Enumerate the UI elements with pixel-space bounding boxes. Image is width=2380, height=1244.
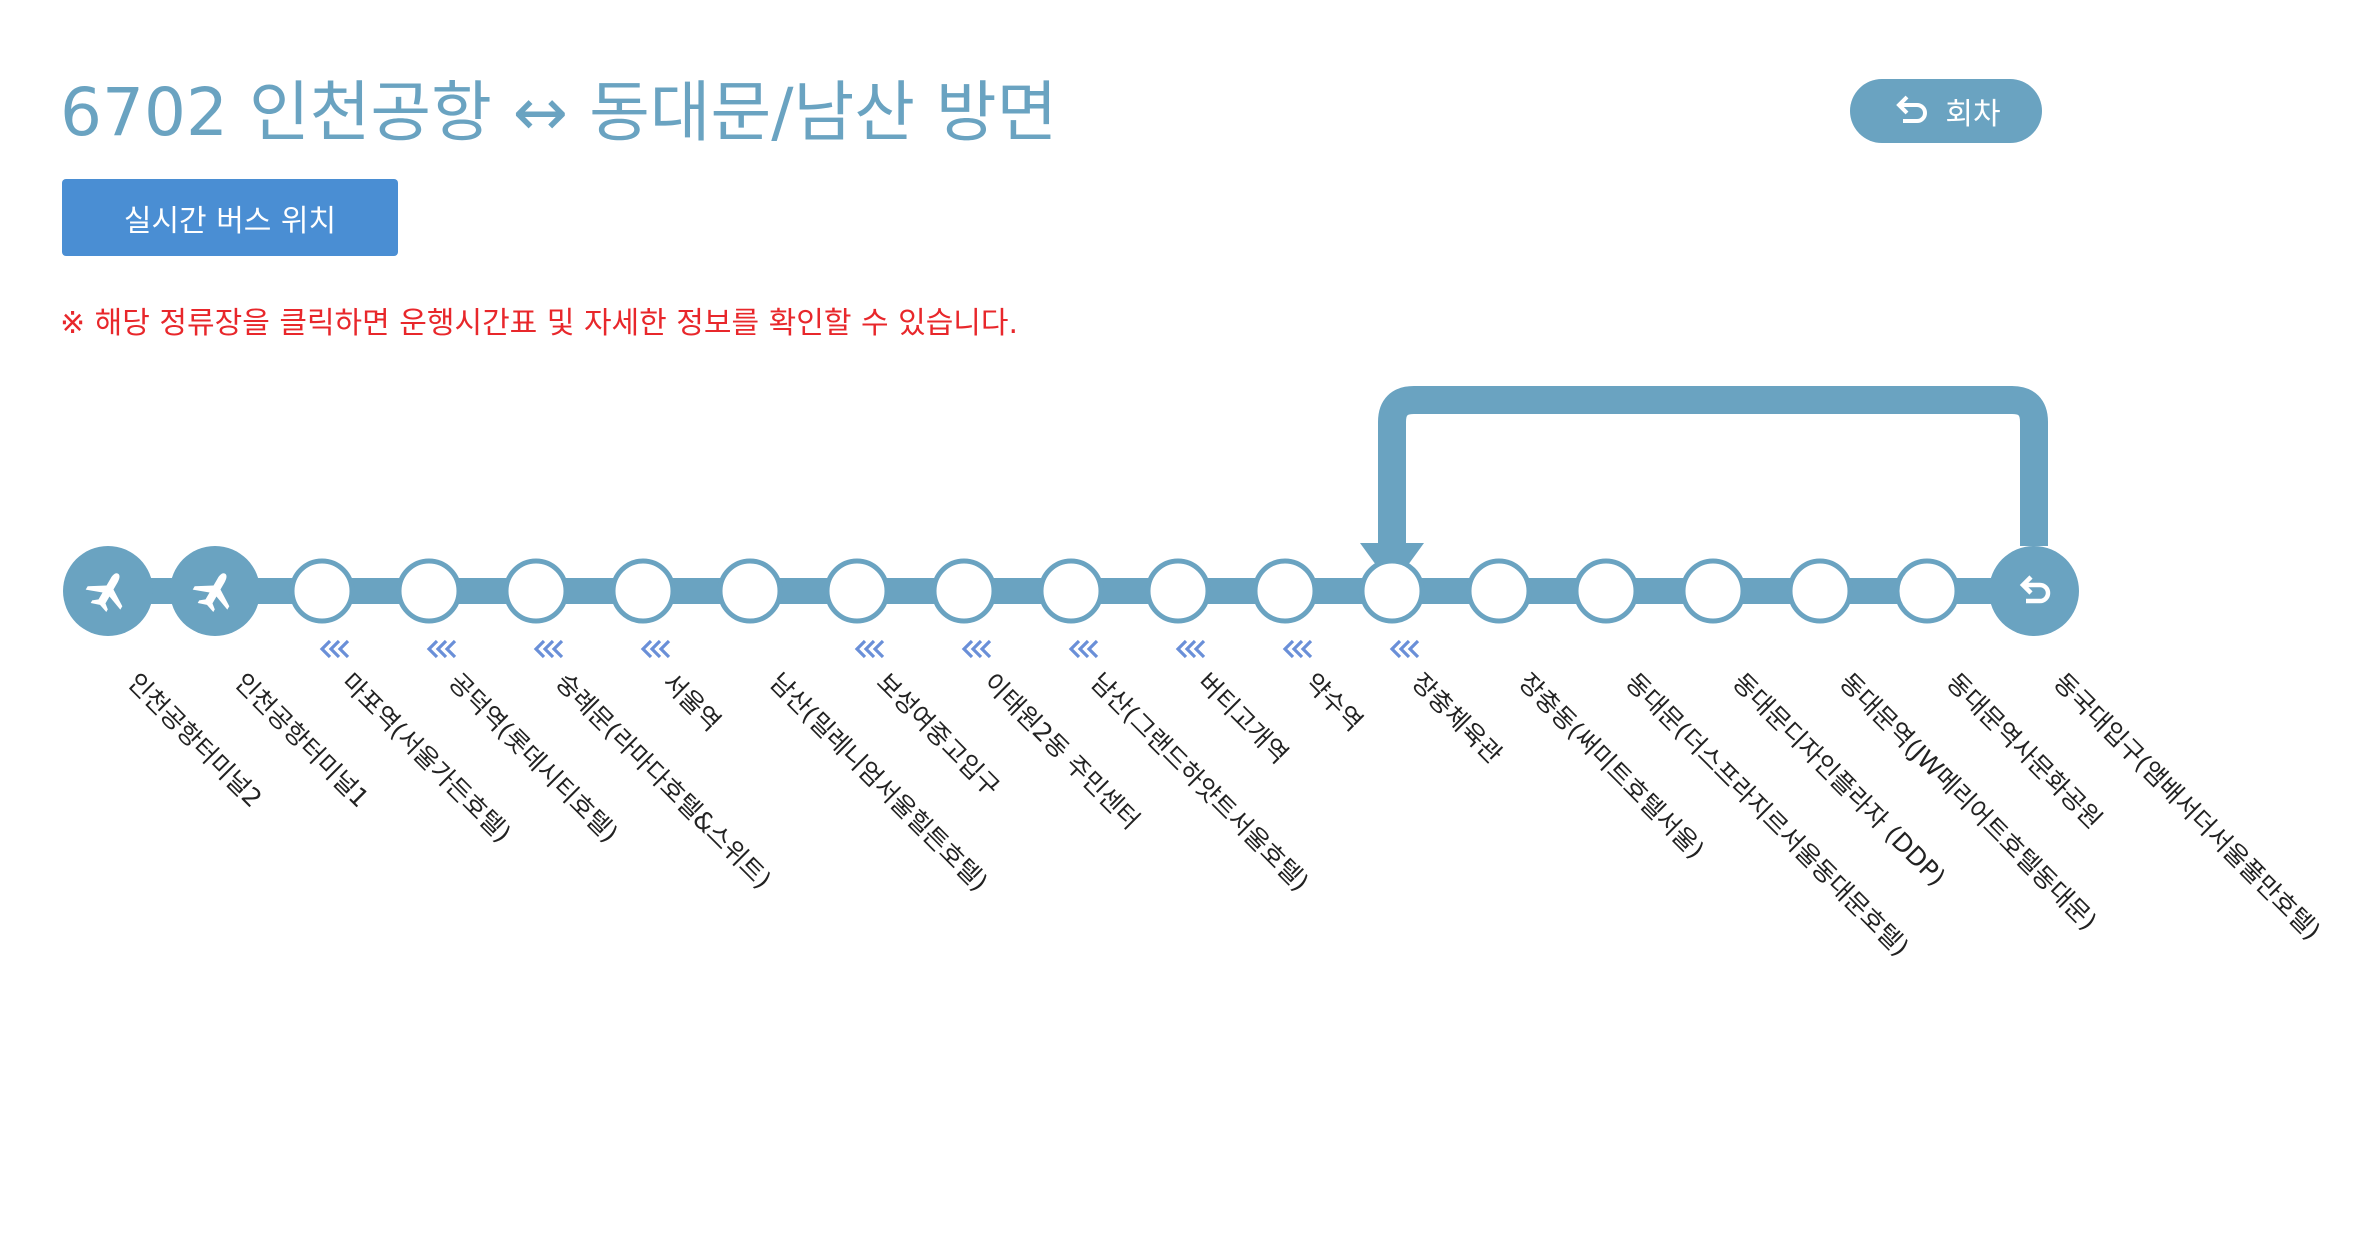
stop-circle (931, 558, 997, 624)
page-title: 6702 인천공항 ↔ 동대문/남산 방면 (60, 74, 1058, 151)
stop-circle (610, 558, 676, 624)
direction-arrow-icon (854, 639, 885, 659)
u-turn-icon (2019, 575, 2051, 604)
turn-button-label: 회차 (1945, 97, 2001, 132)
direction-arrow-icon (1282, 639, 1313, 659)
stop-circle (1787, 558, 1853, 624)
realtime-bus-location-button[interactable]: 실시간 버스 위치 (62, 179, 398, 256)
stop-circle (1038, 558, 1104, 624)
turnaround-stop (1989, 546, 2079, 636)
stop-circle (396, 558, 462, 624)
stop-circle (1466, 558, 1532, 624)
stop-circle (824, 558, 890, 624)
direction-arrow-icon (1068, 639, 1099, 659)
stop-circle (1359, 558, 1425, 624)
direction-arrow-icon (640, 639, 671, 659)
stop-circle (1573, 558, 1639, 624)
direction-arrow-icon (1389, 639, 1420, 659)
return-loop-line (1378, 386, 2048, 546)
direction-arrow-icon (1175, 639, 1206, 659)
u-turn-icon (1896, 95, 1928, 123)
stop-circle (289, 558, 355, 624)
stop-circle (1680, 558, 1746, 624)
turn-button[interactable]: 회차 (1850, 79, 2042, 143)
stop-circle (1252, 558, 1318, 624)
stop-circle (1145, 558, 1211, 624)
airplane-icon (192, 573, 230, 612)
stop-circle (503, 558, 569, 624)
direction-arrow-icon (426, 639, 457, 659)
direction-arrow-icon (961, 639, 992, 659)
direction-arrow-icon (533, 639, 564, 659)
direction-arrow-icon (319, 639, 350, 659)
stop-circle (717, 558, 783, 624)
notice-text: ※ 해당 정류장을 클릭하면 운행시간표 및 자세한 정보를 확인할 수 있습니… (60, 306, 1019, 341)
airplane-icon (85, 573, 123, 612)
stop-circle (1894, 558, 1960, 624)
route-stops (63, 546, 2079, 636)
direction-arrows (319, 639, 1420, 659)
